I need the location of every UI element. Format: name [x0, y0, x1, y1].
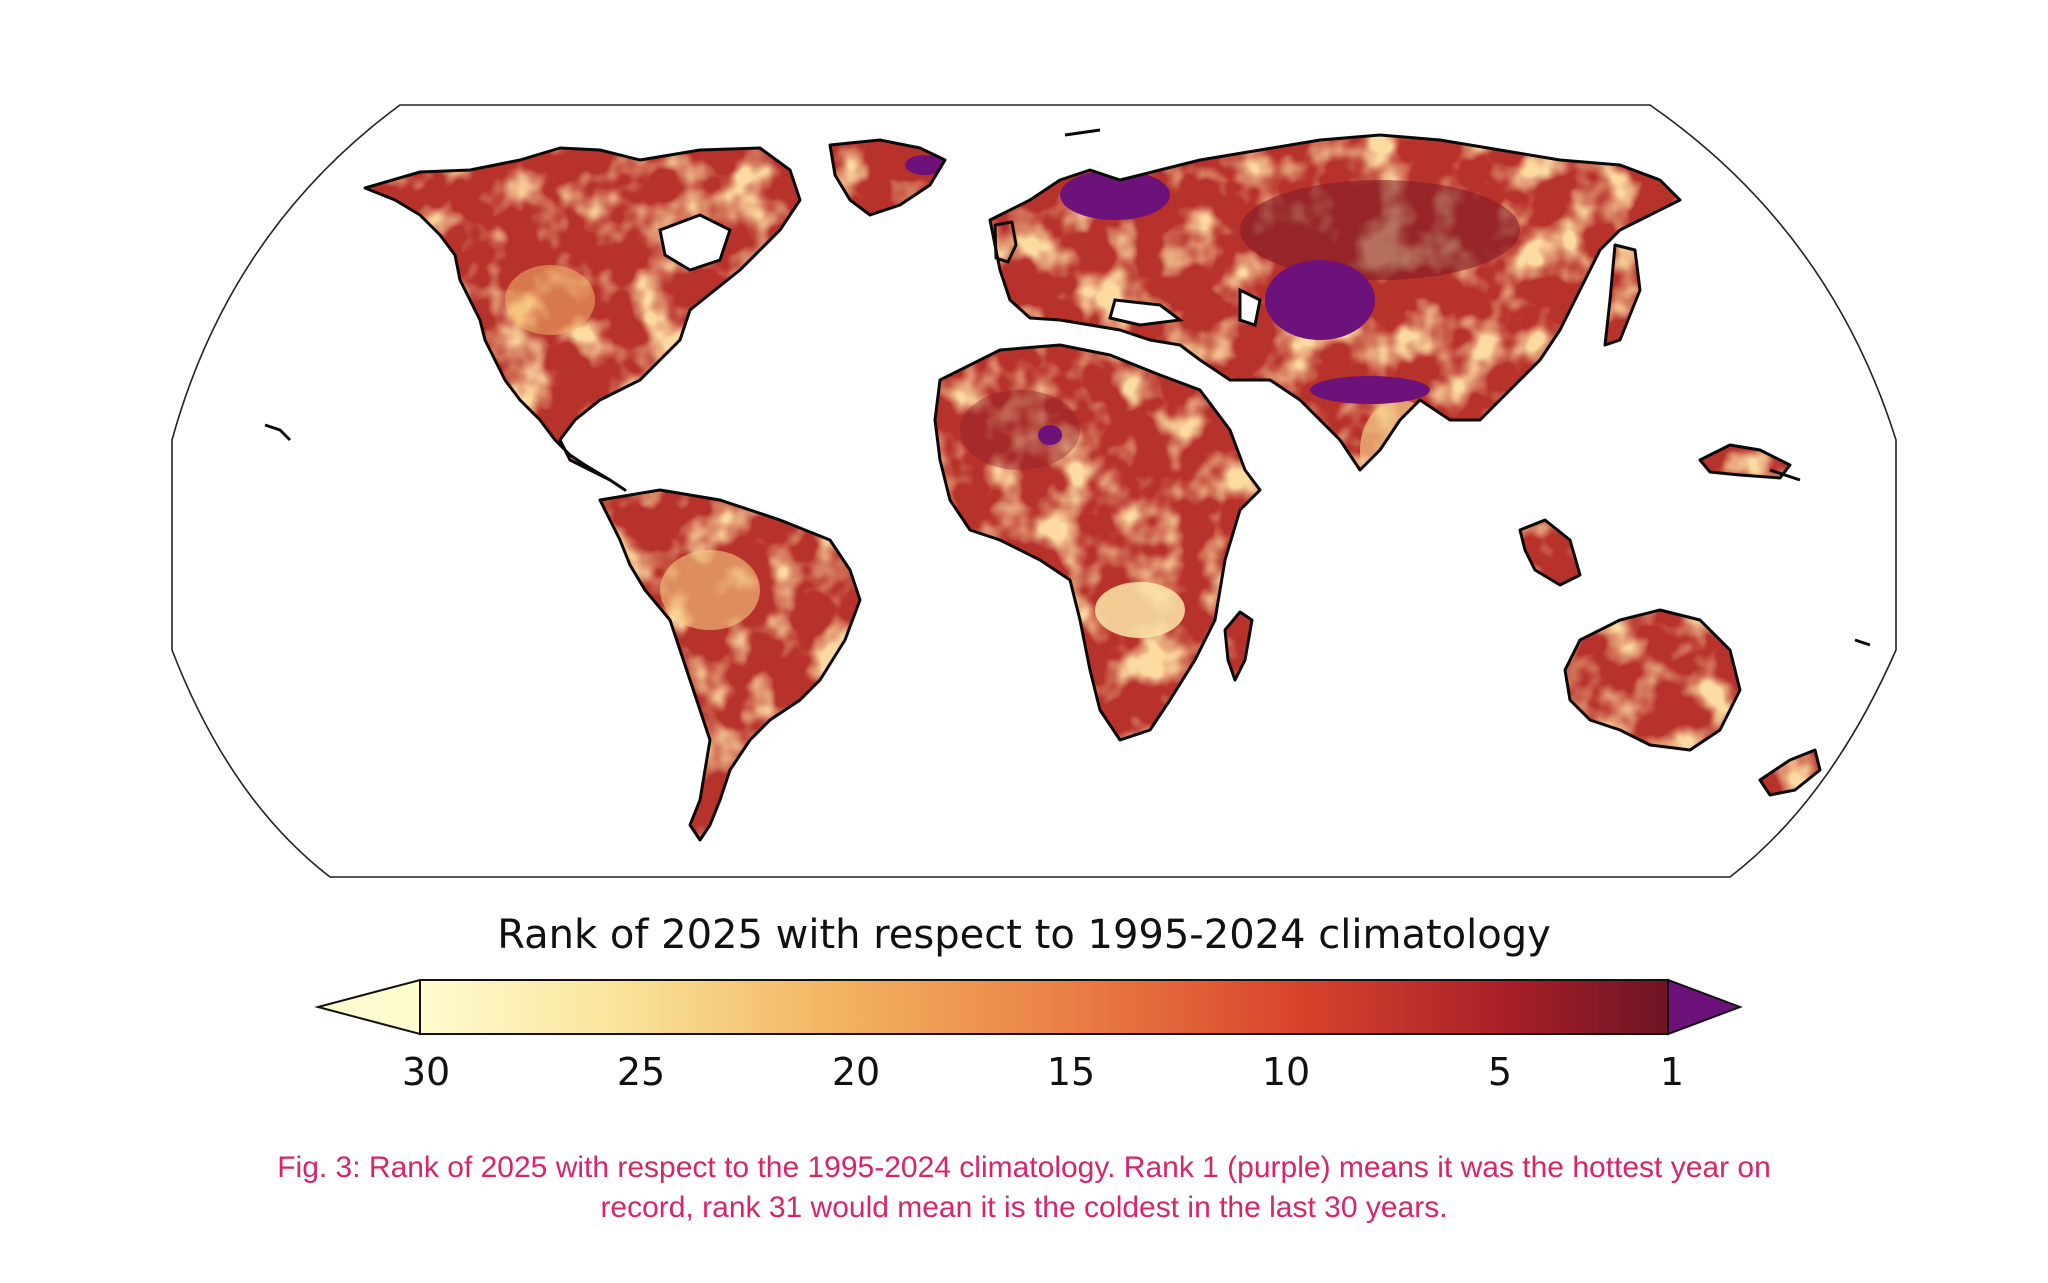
purple-west-sahara — [1038, 425, 1062, 445]
colorbar-title: Rank of 2025 with respect to 1995-2024 c… — [497, 912, 1551, 958]
tick-label-30: 30 — [402, 1050, 450, 1094]
tick-label-10: 10 — [1262, 1050, 1310, 1094]
colorbar: 30 25 20 15 10 5 1 — [314, 978, 1743, 1094]
purple-central-asia — [1265, 260, 1375, 340]
tick-label-20: 20 — [832, 1050, 880, 1094]
caption-line-1: Fig. 3: Rank of 2025 with respect to the… — [277, 1151, 1771, 1184]
coastlines — [264, 128, 1871, 842]
purple-tibet — [1310, 376, 1430, 404]
tick-label-15: 15 — [1047, 1050, 1095, 1094]
figure-caption: Fig. 3: Rank of 2025 with respect to the… — [180, 1148, 1868, 1228]
world-map — [171, 104, 1897, 878]
purple-greenland — [905, 155, 945, 175]
colorbar-extend-rank1 — [1667, 978, 1743, 1036]
colorbar-gradient — [419, 979, 1669, 1035]
inland-water — [658, 213, 1262, 327]
tick-label-1: 1 — [1660, 1050, 1684, 1094]
caption-line-2: record, rank 31 would mean it is the col… — [600, 1191, 1448, 1224]
colorbar-extend-cold — [314, 978, 421, 1036]
tick-label-5: 5 — [1488, 1050, 1512, 1094]
tick-label-25: 25 — [617, 1050, 665, 1094]
purple-scandinavia — [1060, 170, 1170, 220]
